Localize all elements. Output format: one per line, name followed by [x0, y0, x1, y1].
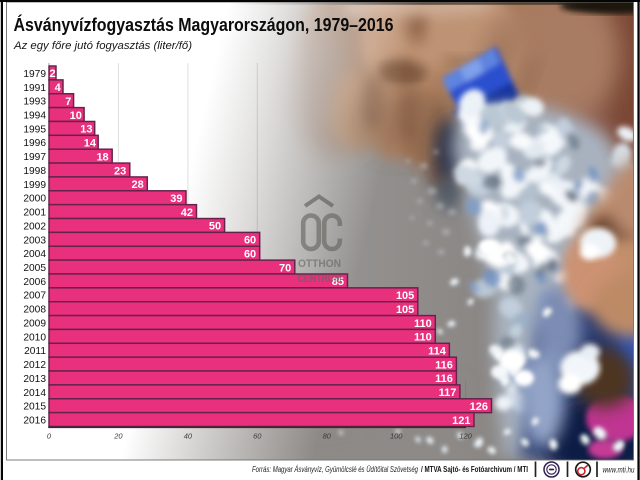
svg-text:110: 110 [414, 318, 432, 330]
svg-text:www.mti.hu: www.mti.hu [603, 466, 635, 475]
svg-text:85: 85 [332, 276, 344, 288]
svg-text:2012: 2012 [23, 360, 46, 371]
svg-text:1998: 1998 [23, 166, 46, 177]
svg-text:60: 60 [244, 248, 256, 260]
svg-text:2011: 2011 [24, 346, 46, 357]
svg-text:117: 117 [439, 387, 457, 399]
svg-text:1979: 1979 [23, 69, 46, 80]
svg-text:2001: 2001 [23, 208, 46, 219]
svg-text:2016: 2016 [23, 416, 46, 427]
svg-text:40: 40 [184, 431, 193, 440]
svg-text:114: 114 [428, 346, 447, 358]
svg-text:2007: 2007 [23, 291, 46, 302]
svg-text:10: 10 [70, 110, 82, 122]
svg-text:39: 39 [170, 193, 182, 205]
svg-text:2009: 2009 [23, 318, 46, 329]
svg-text:14: 14 [84, 138, 97, 150]
svg-text:2015: 2015 [23, 402, 46, 413]
svg-text:105: 105 [396, 290, 414, 302]
svg-text:1994: 1994 [23, 111, 46, 122]
svg-text:121: 121 [452, 415, 470, 427]
svg-text:80: 80 [323, 431, 332, 440]
svg-text:20: 20 [113, 431, 123, 440]
svg-text:2000: 2000 [23, 194, 46, 205]
svg-text:18: 18 [96, 151, 108, 163]
svg-text:1996: 1996 [23, 138, 46, 149]
svg-text:70: 70 [279, 262, 291, 274]
svg-text:60: 60 [253, 431, 262, 440]
svg-text:60: 60 [244, 235, 256, 247]
svg-text:2: 2 [49, 68, 55, 80]
svg-text:126: 126 [470, 401, 488, 413]
svg-text:28: 28 [132, 179, 144, 191]
svg-text:2004: 2004 [23, 249, 46, 260]
svg-text:1995: 1995 [23, 124, 46, 135]
svg-text:23: 23 [114, 165, 126, 177]
svg-text:2008: 2008 [23, 305, 46, 316]
svg-text:OTTHON: OTTHON [298, 258, 341, 270]
svg-text:50: 50 [209, 221, 221, 233]
svg-text:100: 100 [390, 431, 403, 440]
svg-text:105: 105 [396, 304, 414, 316]
svg-text:13: 13 [80, 124, 92, 136]
svg-text:2003: 2003 [23, 235, 46, 246]
svg-text:2005: 2005 [23, 263, 46, 274]
svg-text:120: 120 [459, 431, 472, 440]
svg-text:1993: 1993 [23, 97, 46, 108]
svg-text:2010: 2010 [23, 332, 46, 343]
svg-text:Az egy főre jutó fogyasztás (l: Az egy főre jutó fogyasztás (liter/fő) [13, 40, 192, 52]
svg-text:1991: 1991 [23, 83, 46, 94]
svg-text:2006: 2006 [23, 277, 46, 288]
svg-text:116: 116 [435, 359, 453, 371]
svg-text:2002: 2002 [23, 221, 46, 232]
svg-text:Ásványvízfogyasztás Magyarorsz: Ásványvízfogyasztás Magyarországon, 1979… [14, 14, 394, 35]
svg-text:4: 4 [55, 82, 62, 94]
svg-text:/ MTVA Sajtó- és Fotóarchivum: / MTVA Sajtó- és Fotóarchivum / MTI [421, 465, 528, 474]
svg-text:Forrás: Magyar Ásványvíz, Gyüm: Forrás: Magyar Ásványvíz, Gyümölcslé és … [252, 465, 419, 474]
svg-text:2013: 2013 [23, 374, 46, 385]
svg-text:2014: 2014 [23, 388, 46, 399]
svg-text:116: 116 [435, 373, 453, 385]
svg-text:110: 110 [414, 332, 432, 344]
svg-text:CENTRUM: CENTRUM [298, 273, 342, 285]
svg-text:1999: 1999 [23, 180, 46, 191]
svg-text:7: 7 [65, 96, 71, 108]
svg-text:0: 0 [47, 431, 52, 440]
svg-text:42: 42 [181, 207, 193, 219]
svg-text:1997: 1997 [23, 152, 46, 163]
